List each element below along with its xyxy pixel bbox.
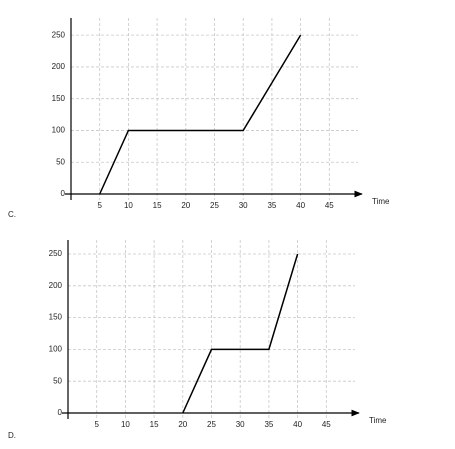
y-tick-label: 200 <box>49 281 63 290</box>
x-tick-label: 45 <box>322 420 331 429</box>
x-tick-label: 25 <box>207 420 216 429</box>
y-tick-label: 50 <box>53 376 62 385</box>
x-tick-label: 5 <box>97 201 102 210</box>
x-tick-label: 5 <box>94 420 99 429</box>
y-tick-label: 150 <box>49 313 63 322</box>
y-tick-label: 250 <box>49 249 63 258</box>
x-tick-label: 40 <box>296 201 305 210</box>
y-tick-label: 250 <box>52 30 66 39</box>
x-axis-label: Time <box>369 416 387 425</box>
x-tick-label: 35 <box>264 420 273 429</box>
y-tick-label: 50 <box>56 157 65 166</box>
chart-label: C. <box>8 210 16 219</box>
x-tick-label: 20 <box>178 420 187 429</box>
y-tick-label: 100 <box>49 345 63 354</box>
x-axis-label: Time <box>372 197 390 206</box>
x-tick-label: 35 <box>267 201 276 210</box>
x-tick-label: 15 <box>153 201 162 210</box>
x-tick-label: 45 <box>325 201 334 210</box>
x-tick-label: 15 <box>150 420 159 429</box>
chart-label: D. <box>8 431 16 440</box>
y-tick-label: 0 <box>58 408 63 417</box>
x-tick-label: 30 <box>239 201 248 210</box>
y-tick-label: 200 <box>52 62 66 71</box>
x-tick-label: 10 <box>121 420 130 429</box>
y-tick-label: 100 <box>52 126 66 135</box>
x-tick-label: 30 <box>236 420 245 429</box>
y-tick-label: 0 <box>61 189 66 198</box>
data-line <box>182 253 299 414</box>
x-tick-label: 10 <box>124 201 133 210</box>
data-line <box>99 34 302 195</box>
x-tick-label: 25 <box>210 201 219 210</box>
x-tick-label: 40 <box>293 420 302 429</box>
y-tick-label: 150 <box>52 94 66 103</box>
x-tick-label: 20 <box>181 201 190 210</box>
